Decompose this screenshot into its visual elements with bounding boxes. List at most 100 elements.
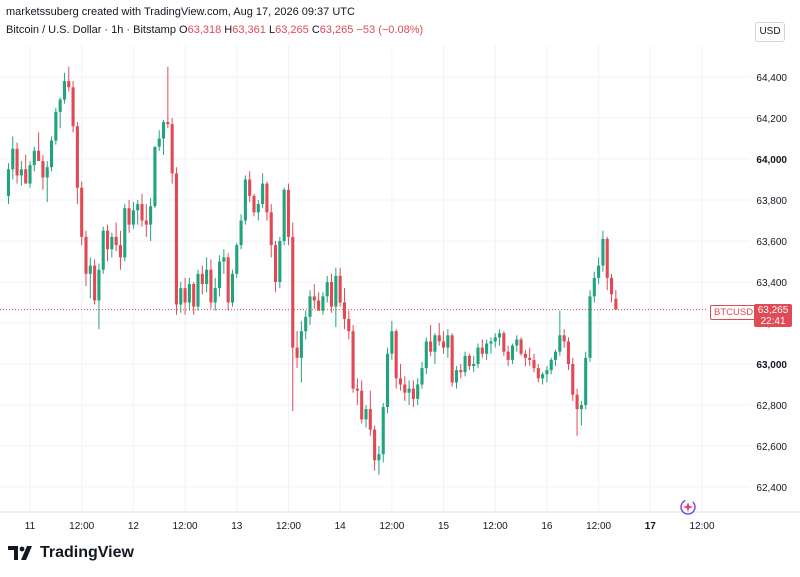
- candle-body: [97, 269, 101, 301]
- candle-body: [32, 150, 36, 166]
- candle-body: [41, 161, 45, 178]
- sparkle-icon[interactable]: [679, 498, 697, 516]
- candle: [88, 257, 92, 299]
- candle: [317, 292, 321, 311]
- candle: [140, 193, 144, 227]
- candle-body: [373, 429, 377, 461]
- candle-body: [286, 189, 291, 237]
- candle-body: [510, 345, 515, 360]
- candle-body: [541, 374, 545, 379]
- candle-body: [519, 339, 523, 354]
- candle: [381, 402, 385, 463]
- candle: [532, 353, 536, 373]
- candle-body: [571, 364, 575, 395]
- candle-body: [317, 300, 321, 311]
- candle: [614, 289, 618, 310]
- grid-lines: [0, 45, 800, 513]
- candle-body: [592, 277, 596, 297]
- candle-body: [338, 275, 342, 303]
- price-tick-label: 62,600: [756, 442, 787, 453]
- candle-body: [28, 165, 32, 184]
- candle-body: [360, 390, 364, 420]
- candle-body: [485, 343, 489, 354]
- price-tick-label: 63,400: [756, 278, 787, 289]
- candle: [179, 282, 183, 313]
- candle-body: [403, 384, 407, 393]
- candle-body: [183, 288, 187, 303]
- time-tick-label: 15: [438, 521, 450, 532]
- candle: [450, 333, 454, 387]
- candle: [196, 269, 200, 311]
- candle: [127, 200, 131, 233]
- time-tick-label: 11: [25, 521, 36, 532]
- candle: [265, 181, 269, 221]
- candle-body: [605, 238, 609, 278]
- candle-body: [269, 212, 273, 246]
- candle-body: [601, 238, 605, 266]
- close-label: C: [311, 24, 320, 36]
- candle-body: [355, 388, 359, 391]
- candle: [312, 284, 316, 309]
- candle-body: [75, 126, 79, 188]
- candle-body: [476, 347, 480, 364]
- time-tick-label: 14: [335, 521, 347, 532]
- candle: [282, 187, 286, 246]
- price-tick-label: 62,800: [756, 401, 787, 412]
- candle-body: [205, 269, 209, 285]
- candle-body: [562, 335, 566, 342]
- candle: [149, 197, 153, 241]
- time-tick-label: 12:00: [689, 521, 714, 532]
- candle: [360, 380, 364, 424]
- candle: [489, 337, 493, 354]
- candle-body: [377, 454, 381, 461]
- candle-body: [187, 284, 191, 303]
- candle-body: [424, 341, 428, 369]
- candle: [541, 372, 545, 385]
- time-tick-label: 12:00: [69, 521, 94, 532]
- candle-body: [528, 357, 532, 360]
- last-price-tag: 63,265 22:41: [754, 304, 792, 327]
- time-tick-label: 12: [128, 521, 140, 532]
- candle-body: [385, 353, 390, 408]
- candle-body: [325, 282, 329, 297]
- high-label: H: [224, 24, 233, 36]
- candle: [519, 337, 523, 356]
- candle-body: [308, 296, 312, 317]
- symbol-label[interactable]: Bitcoin / U.S. Dollar · 1h · Bitstamp: [6, 24, 176, 36]
- currency-button[interactable]: USD: [755, 22, 785, 42]
- candle-body: [502, 333, 506, 352]
- candle-body: [256, 204, 260, 213]
- candle: [304, 310, 308, 340]
- candle: [549, 357, 553, 375]
- candle-body: [179, 288, 183, 305]
- candle-body: [140, 204, 144, 221]
- tradingview-logo[interactable]: TradingView: [8, 544, 134, 562]
- candle-body: [480, 347, 484, 354]
- candle: [429, 325, 433, 356]
- candle-body: [222, 257, 226, 262]
- candle: [502, 331, 506, 356]
- candle-body: [282, 189, 286, 241]
- candle-body: [71, 87, 75, 127]
- candle-body: [114, 236, 118, 246]
- candle: [416, 378, 420, 405]
- candle: [97, 263, 101, 330]
- candle: [579, 400, 583, 426]
- candle: [437, 323, 441, 346]
- price-axis[interactable]: 64,400 64,200 64,000 63,800 63,600 63,400 63,2…: [756, 73, 787, 494]
- candle: [118, 230, 123, 270]
- candle-body: [437, 335, 441, 342]
- price-tick-label: 64,400: [756, 73, 787, 84]
- price-tick-label: 64,200: [756, 114, 787, 125]
- candle-body: [536, 368, 540, 379]
- candle-body: [252, 195, 256, 213]
- time-tick-label: 12:00: [483, 521, 508, 532]
- candle: [562, 329, 566, 348]
- candle-body: [11, 148, 15, 170]
- candle-body: [532, 359, 536, 369]
- candle-body: [558, 335, 562, 352]
- candle: [592, 271, 596, 303]
- time-axis[interactable]: 11 12:00 12 12:00 13 12:00 14 12:00 15 12:00 16 12:…: [25, 521, 715, 532]
- candle: [394, 329, 398, 389]
